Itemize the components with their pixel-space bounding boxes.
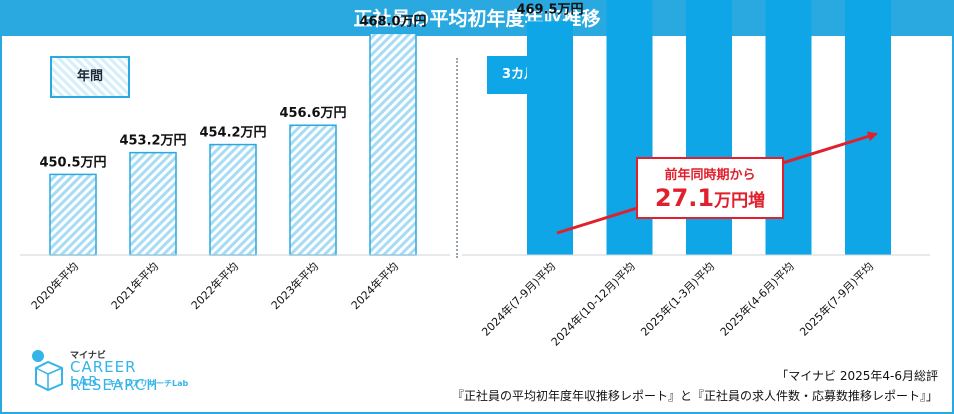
annual-value-label: 453.2万円	[119, 134, 186, 149]
annual-value-label: 468.0万円	[359, 14, 426, 29]
section-divider	[456, 58, 458, 258]
logo-name-line2: LAB	[70, 375, 99, 390]
quarterly-category-label: 2024年(10-12月)平均	[548, 259, 637, 348]
annual-bar	[49, 173, 97, 256]
logo-subtitle: キャリアリサーチLab	[108, 379, 189, 388]
quarterly-value-label: 469.5万円	[516, 2, 583, 17]
annual-category-label: 2022年平均	[188, 259, 241, 312]
logo-brand: マイナビ	[70, 351, 106, 361]
source-line2: 『正社員の平均初年度年収推移レポート』と『正社員の求人件数・応募数推移レポート』…	[451, 389, 938, 403]
quarterly-category-label: 2024年(7-9月)平均	[479, 259, 559, 339]
source-note: 「マイナビ 2025年4-6月総評 『正社員の平均初年度年収推移レポート』と『正…	[452, 366, 938, 406]
annual-bar	[209, 143, 257, 256]
callout-value: 27.1	[654, 184, 715, 212]
annual-badge: 年間	[50, 56, 130, 98]
quarterly-category-label: 2025年(4-6月)平均	[717, 259, 797, 339]
quarterly-bar	[845, 0, 891, 255]
annual-value-label: 456.6万円	[279, 106, 346, 121]
cube-logo-icon	[32, 350, 63, 392]
callout-unit: 万円増	[714, 191, 766, 211]
logo-name-line1: CAREER RESEARCH	[70, 358, 159, 394]
annual-bar	[289, 124, 337, 256]
annual-series: 450.5万円 2020年平均 453.2万円 2021年平均 454.2万円 2022年…	[28, 14, 426, 312]
callout-caption: 前年同時期から	[664, 168, 756, 183]
annual-bar	[129, 151, 177, 256]
annual-value-label: 450.5万円	[39, 155, 106, 170]
annual-category-label: 2023年平均	[268, 259, 321, 312]
quarterly-bar	[527, 21, 573, 256]
career-research-lab-logo: マイナビ CAREER RESEARCH LAB キャリアリサーチLab	[30, 348, 200, 394]
annual-category-label: 2021年平均	[108, 259, 161, 312]
quarterly-category-label: 2025年(7-9月)平均	[797, 259, 877, 339]
source-line1: 「マイナビ 2025年4-6月総評	[776, 369, 938, 383]
quarterly-category-label: 2025年(1-3月)平均	[638, 259, 718, 339]
increase-callout: 前年同時期から 27.1万円増	[636, 157, 784, 219]
annual-bar	[369, 32, 417, 256]
annual-category-label: 2024年平均	[348, 259, 401, 312]
annual-category-label: 2020年平均	[28, 259, 81, 312]
annual-value-label: 454.2万円	[199, 126, 266, 141]
